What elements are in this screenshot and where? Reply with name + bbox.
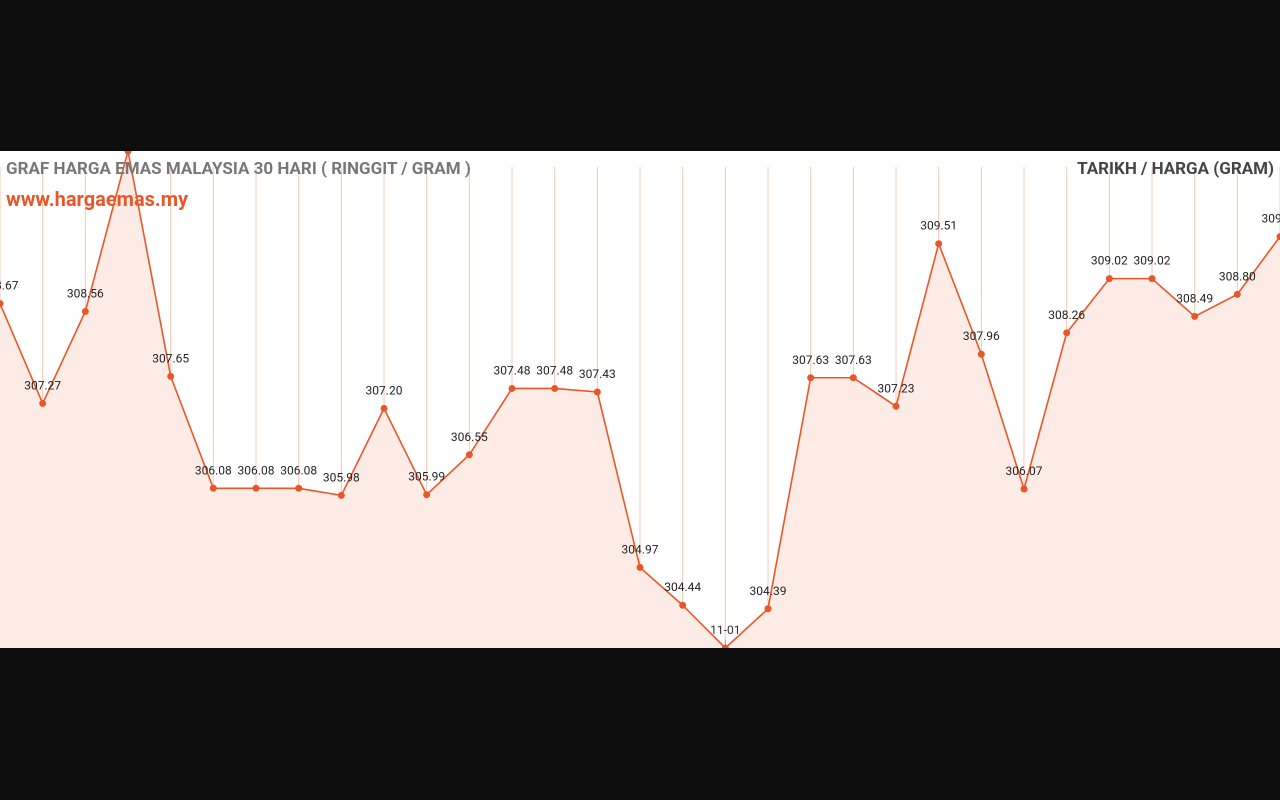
chart: 26-1227-1228-1229-1230-1231-121-012-013-… [0, 151, 1280, 648]
point [1276, 233, 1280, 241]
point [764, 605, 772, 613]
value-label: 306.07 [1006, 464, 1043, 478]
point [679, 601, 687, 609]
point [892, 402, 900, 410]
value-label: 306.08 [195, 463, 232, 477]
point [39, 399, 47, 407]
value-label: 308.49 [1176, 291, 1213, 305]
chart-subtitle: www.hargaemas.my [6, 187, 189, 211]
value-label: 307.27 [24, 378, 61, 392]
point [209, 484, 217, 492]
value-label: 308.26 [1048, 308, 1085, 322]
point [935, 240, 943, 248]
point [465, 451, 473, 459]
point [1233, 290, 1241, 298]
value-label: 305.99 [408, 470, 445, 484]
value-label: 306.08 [238, 463, 275, 477]
point [295, 484, 303, 492]
point [423, 491, 431, 499]
point [1105, 275, 1113, 283]
point [0, 300, 4, 308]
value-label: 304.39 [750, 584, 787, 598]
point [977, 350, 985, 358]
value-label: 307.48 [494, 363, 531, 377]
point [1020, 485, 1028, 493]
value-label: 305.98 [323, 470, 360, 484]
point [167, 372, 175, 380]
point [124, 151, 132, 155]
chart-panel: 26-1227-1228-1229-1230-1231-121-012-013-… [0, 151, 1280, 648]
value-label: 307.43 [579, 367, 616, 381]
point [721, 644, 729, 648]
point [380, 404, 388, 412]
value-label: 307.48 [536, 363, 573, 377]
x-tick-label: 11-01 [710, 623, 740, 637]
point [337, 491, 345, 499]
value-label: 307.63 [835, 353, 872, 367]
legend-title: TARIKH / HARGA (GRAM) [1077, 159, 1274, 179]
chart-title: GRAF HARGA EMAS MALAYSIA 30 HARI ( RINGG… [6, 159, 471, 179]
value-label: 306.55 [451, 430, 488, 444]
value-label: 307.23 [878, 381, 915, 395]
point [551, 384, 559, 392]
value-label: 306.08 [280, 463, 317, 477]
value-label: 307.63 [792, 353, 829, 367]
value-label: 309.51 [920, 219, 957, 233]
value-label: 307.20 [366, 383, 403, 397]
point [636, 563, 644, 571]
point [849, 374, 857, 382]
value-label: 309.02 [1091, 254, 1128, 268]
value-label: 307.65 [152, 351, 189, 365]
point [1148, 275, 1156, 283]
value-label: 308.56 [67, 286, 104, 300]
point [1191, 312, 1199, 320]
area [0, 151, 1280, 648]
point [1063, 329, 1071, 337]
point [508, 384, 516, 392]
value-label: 309.61 [1262, 212, 1280, 226]
value-label: 304.97 [622, 542, 659, 556]
value-label: 307.96 [963, 329, 1000, 343]
value-label: 309.02 [1134, 254, 1171, 268]
point [252, 484, 260, 492]
value-label: 304.44 [664, 580, 701, 594]
value-label: 308.80 [1219, 269, 1256, 283]
point [807, 374, 815, 382]
value-label: 308.67 [0, 279, 19, 293]
point [593, 388, 601, 396]
point [81, 307, 89, 315]
